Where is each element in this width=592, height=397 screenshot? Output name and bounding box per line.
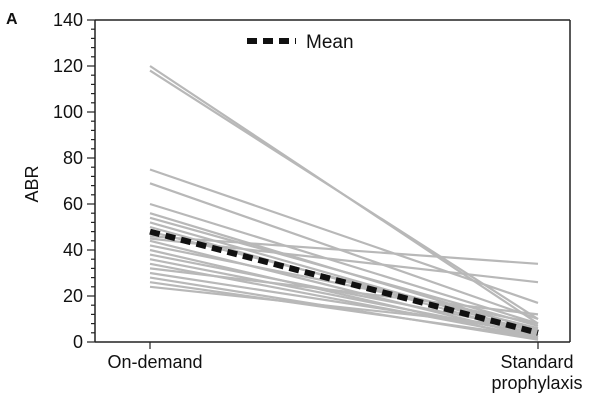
legend-mean-label: Mean (306, 32, 354, 53)
subject-line (149, 69, 539, 320)
y-tick-label: 40 (63, 240, 83, 260)
subject-line (149, 267, 539, 316)
subject-line (149, 281, 539, 339)
subject-line (149, 182, 539, 321)
axes: 0 20 40 60 80 100 120 140 On-demand Standard proph… (53, 10, 583, 393)
y-axis-label: ABR (22, 165, 42, 202)
y-tick-label: 120 (53, 56, 83, 76)
y-tick-label: 100 (53, 102, 83, 122)
x-tick-label: On-demand (107, 352, 202, 372)
y-tick-label: 140 (53, 10, 83, 30)
subject-line (149, 202, 539, 325)
subject-line (149, 216, 539, 327)
subject-lines (149, 65, 539, 341)
subject-line (149, 235, 539, 265)
subject-line (149, 276, 539, 341)
y-tick-label: 60 (63, 194, 83, 214)
legend: Mean (247, 32, 354, 53)
x-tick-label: Standard prophylaxis (491, 352, 582, 393)
y-tick-label: 80 (63, 148, 83, 168)
y-tick-label: 0 (73, 332, 83, 352)
subject-line (149, 271, 539, 334)
subject-line (149, 253, 539, 332)
subject-line (149, 168, 539, 304)
panel-label: A (6, 11, 18, 28)
subject-line (149, 285, 539, 330)
mean-line (149, 228, 539, 336)
y-tick-label: 20 (63, 286, 83, 306)
mean-line-group (149, 228, 539, 336)
